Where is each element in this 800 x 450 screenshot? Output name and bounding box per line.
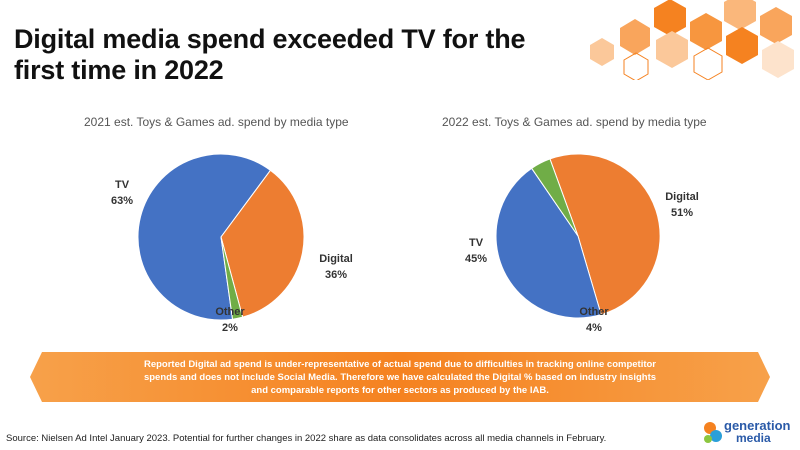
hexagon-shape [724,0,756,30]
callout-line: spends and does not include Social Media… [143,372,657,383]
value-digital-2022: 51% [671,207,693,219]
hexagon-shape [656,31,688,68]
label-digital-2022: Digital [665,191,699,203]
hexagon-shape [762,41,794,78]
generation-media-logo: generation media [702,418,798,448]
pie-chart-2022: Digital 51% TV 45% Other 4% [465,153,699,334]
chart-2021-title: 2021 est. Toys & Games ad. spend by medi… [84,115,349,129]
callout-shape [30,352,770,402]
label-tv-2021: TV [115,179,130,191]
pie-slice-tv-2021 [137,153,272,321]
value-other-2022: 4% [586,322,602,334]
label-tv-2022: TV [469,237,484,249]
value-tv-2022: 45% [465,253,487,265]
pie-slice-tv-2022 [495,167,602,319]
hexagon-decoration [590,0,794,80]
label-digital-2021: Digital [319,253,353,265]
pie-slice-other-2021 [220,236,244,320]
pie-slice-digital-2021 [220,169,305,318]
hexagon-shape [590,38,614,66]
title-line-2: first time in 2022 [14,55,224,85]
hexagon-shape [690,13,722,50]
chart-2022-title: 2022 est. Toys & Games ad. spend by medi… [442,115,707,129]
hexagon-outline [623,52,649,80]
hexagon-shape [760,7,792,44]
logo-icon [704,422,722,443]
callout-line: and comparable reports for other sectors… [251,385,549,396]
pie-slice-digital-2022 [549,153,661,316]
callout-text: Reported Digital ad spend is under-repre… [90,358,710,397]
source-note: Source: Nielsen Ad Intel January 2023. P… [6,433,607,444]
callout-line: Reported Digital ad spend is under-repre… [143,359,657,370]
hexagon-shape [654,0,686,36]
page-title: Digital media spend exceeded TV for the … [14,24,526,86]
value-tv-2021: 63% [111,195,133,207]
label-other-2021: Other [215,306,245,318]
logo-text-generation: generation [724,418,791,433]
value-digital-2021: 36% [325,269,347,281]
hexagon-outline [693,47,723,80]
logo-text-media: media [736,431,771,445]
pie-chart-2021: TV 63% Digital 36% Other 2% [111,153,353,334]
label-other-2022: Other [579,306,609,318]
title-line-1: Digital media spend exceeded TV for the [14,24,526,54]
value-other-2021: 2% [222,322,238,334]
pie-slice-other-2022 [530,158,579,237]
hexagon-shape [726,27,758,64]
callout-banner [30,352,770,402]
hexagon-shape [620,19,650,55]
